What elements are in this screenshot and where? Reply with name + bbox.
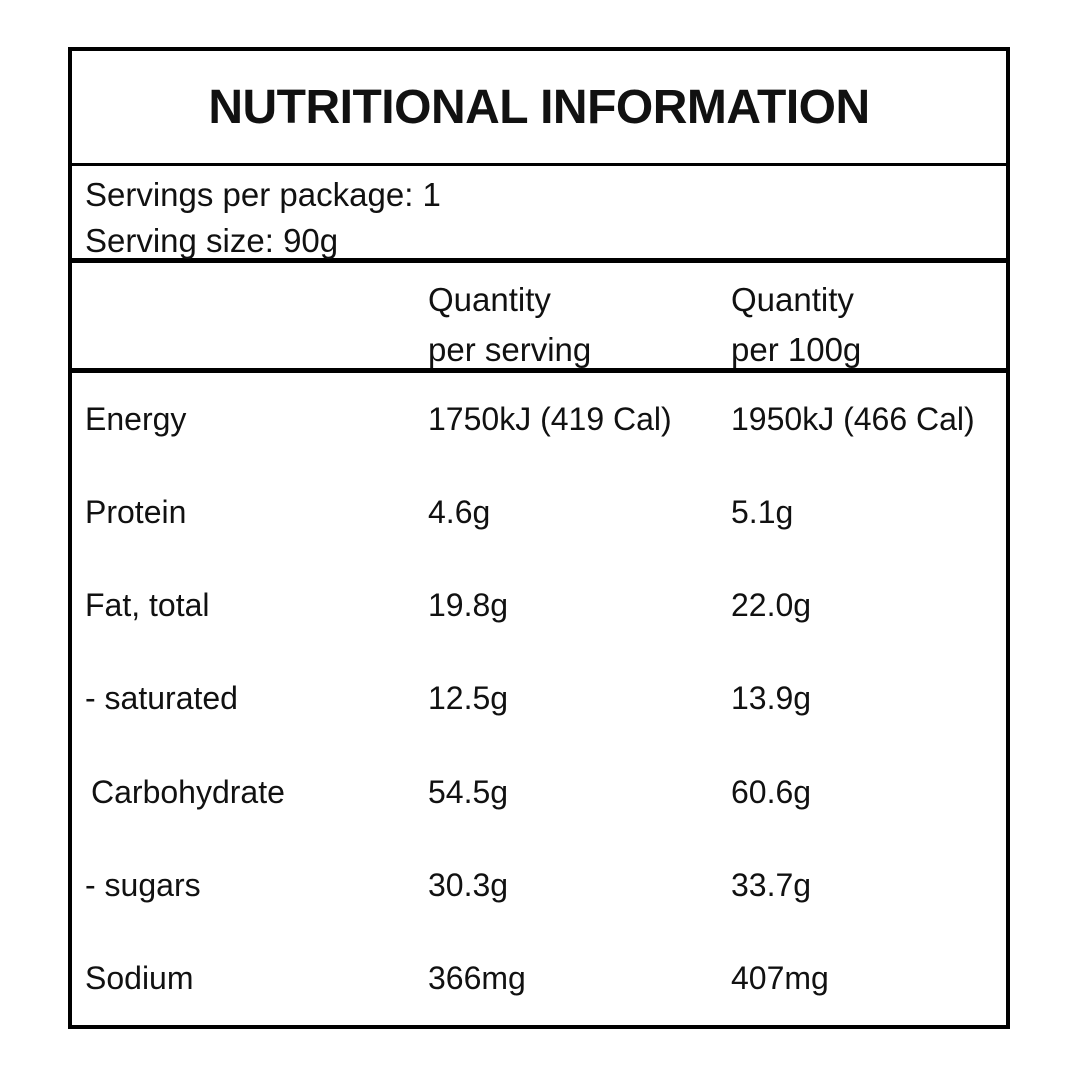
table-row-protein: Protein 4.6g 5.1g: [72, 466, 1006, 559]
value-per-serving: 30.3g: [428, 866, 509, 903]
value-per-100g: 5.1g: [731, 494, 794, 531]
table-row-fat-total: Fat, total 19.8g 22.0g: [72, 559, 1006, 652]
nutrition-panel: NUTRITIONAL INFORMATION Servings per pac…: [68, 47, 1010, 1029]
value-per-serving: 4.6g: [428, 494, 491, 531]
header-quantity-per-serving-line2: per serving: [428, 331, 592, 368]
value-per-100g: 13.9g: [731, 680, 812, 717]
row-label: Sodium: [85, 959, 194, 996]
table-body: Energy 1750kJ (419 Cal) 1950kJ (466 Cal)…: [72, 373, 1006, 1025]
value-per-100g: 407mg: [731, 959, 829, 996]
value-per-100g: 1950kJ (466 Cal): [731, 401, 975, 438]
value-per-100g: 60.6g: [731, 773, 812, 810]
value-per-100g: 33.7g: [731, 866, 812, 903]
serving-size-text: Serving size: 90g: [85, 222, 339, 259]
value-per-100g: 22.0g: [731, 587, 812, 624]
table-row-sugars: - sugars 30.3g 33.7g: [72, 839, 1006, 932]
header-quantity-per-100g-line2: per 100g: [731, 331, 862, 368]
value-per-serving: 54.5g: [428, 773, 509, 810]
row-label: - saturated: [85, 680, 238, 717]
table-header-row: Quantity per serving Quantity per 100g: [72, 263, 1006, 373]
table-row-sodium: Sodium 366mg 407mg: [72, 932, 1006, 1025]
header-quantity-per-serving: Quantity per serving: [428, 275, 731, 375]
page-title: NUTRITIONAL INFORMATION: [208, 80, 870, 134]
table-row-energy: Energy 1750kJ (419 Cal) 1950kJ (466 Cal): [72, 373, 1006, 466]
title-section: NUTRITIONAL INFORMATION: [72, 51, 1006, 166]
row-label: - sugars: [85, 866, 201, 903]
row-label: Carbohydrate: [91, 773, 285, 810]
value-per-serving: 1750kJ (419 Cal): [428, 401, 672, 438]
row-label: Protein: [85, 494, 187, 531]
value-per-serving: 366mg: [428, 959, 526, 996]
serving-info-section: Servings per package: 1 Serving size: 90…: [72, 166, 1006, 263]
row-label: Fat, total: [85, 587, 210, 624]
value-per-serving: 12.5g: [428, 680, 509, 717]
table-row-saturated: - saturated 12.5g 13.9g: [72, 652, 1006, 745]
table-row-carbohydrate: Carbohydrate 54.5g 60.6g: [72, 746, 1006, 839]
row-label: Energy: [85, 401, 187, 438]
header-quantity-per-serving-line1: Quantity: [428, 281, 551, 318]
header-quantity-per-100g-line1: Quantity: [731, 281, 854, 318]
header-quantity-per-100g: Quantity per 100g: [731, 275, 1006, 375]
servings-per-package-text: Servings per package: 1: [85, 176, 441, 213]
value-per-serving: 19.8g: [428, 587, 509, 624]
